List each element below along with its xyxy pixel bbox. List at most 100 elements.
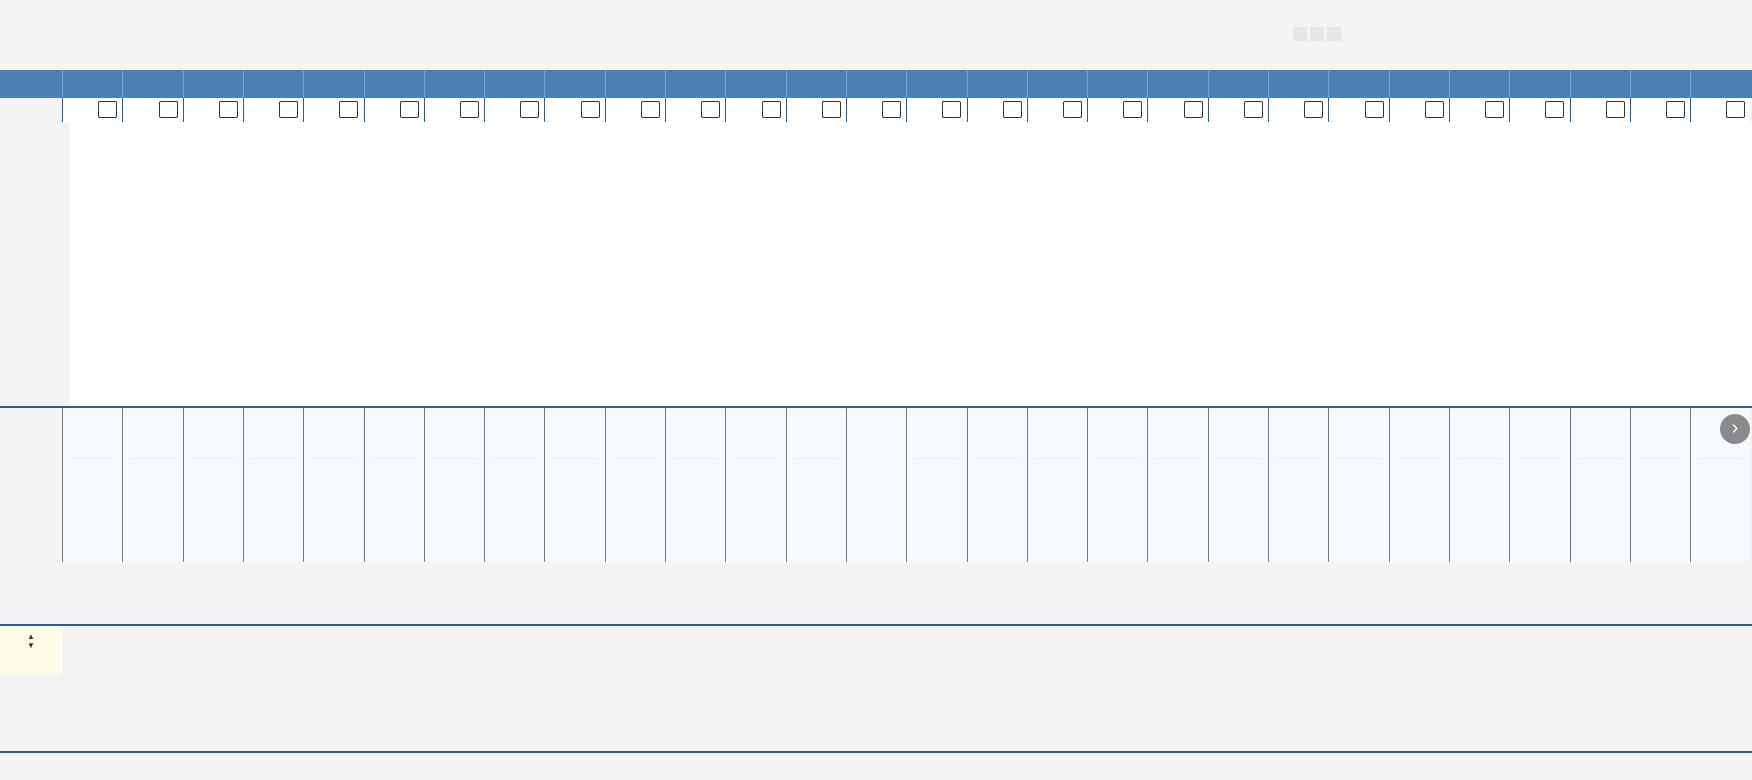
expand-day-button[interactable] (158, 101, 178, 118)
high-tide-entry (975, 458, 1019, 508)
date-header-cell (604, 70, 665, 98)
high-tide-cell (62, 408, 123, 562)
date-header-cell (544, 70, 604, 98)
weekday-cell (725, 98, 786, 122)
expand-day-button[interactable] (1243, 101, 1263, 118)
y-axis (0, 122, 72, 407)
date-header-cell (1388, 70, 1449, 98)
high-tide-cell (1328, 408, 1389, 562)
sunset-arrow-icon: ▼ (27, 641, 35, 650)
expand-day-button[interactable] (98, 101, 118, 118)
expand-day-button[interactable] (1364, 101, 1384, 118)
date-header-cell (906, 70, 966, 98)
high-tide-cell (1026, 408, 1088, 562)
expand-day-button[interactable] (1183, 101, 1203, 118)
date-header-cell (484, 70, 544, 98)
expand-day-button[interactable] (399, 101, 419, 118)
expand-day-button[interactable] (1545, 101, 1565, 118)
high-tide-entry (425, 408, 484, 458)
expand-day-button[interactable] (1123, 101, 1143, 118)
high-tide-cell (303, 408, 364, 562)
high-tide-cell (1388, 408, 1449, 562)
powered-by-link[interactable] (1290, 24, 1341, 42)
high-tide-cell (544, 408, 605, 562)
weekday-cell (1147, 98, 1208, 122)
weekday-cell (1026, 98, 1088, 122)
expand-day-button[interactable] (701, 101, 721, 118)
high-tide-entry (1035, 458, 1080, 508)
high-tide-entry (734, 458, 778, 508)
expand-day-button[interactable] (1666, 101, 1686, 118)
high-tide-entry (968, 408, 1027, 458)
weekday-cell (182, 98, 243, 122)
high-tide-cell (122, 408, 183, 562)
expand-day-button[interactable] (761, 101, 781, 118)
weekday-cell (1268, 98, 1329, 122)
weekday-cell (1448, 98, 1510, 122)
tide-logo-icon (1293, 26, 1307, 41)
tide-chart (70, 122, 1752, 407)
high-tide-entry (545, 408, 604, 458)
expand-day-button[interactable] (942, 101, 962, 118)
expand-day-button[interactable] (1002, 101, 1022, 118)
next-arrow-button[interactable]: › (1720, 414, 1750, 444)
high-tide-entry (613, 458, 657, 508)
expand-day-button[interactable] (279, 101, 299, 118)
weekday-cell (303, 98, 364, 122)
expand-day-button[interactable] (580, 101, 600, 118)
date-header-cell (725, 70, 785, 98)
expand-day-button[interactable] (1726, 101, 1746, 118)
sunrise-arrow-icon: ▲ (27, 632, 35, 641)
weekday-cell (484, 98, 545, 122)
high-tide-entry (787, 408, 846, 458)
weekday-cell (1328, 98, 1389, 122)
high-tide-entry (1088, 408, 1147, 458)
high-tide-entry (123, 408, 182, 458)
expand-day-button[interactable] (520, 101, 540, 118)
date-header-cell (1147, 70, 1207, 98)
weekday-cell (785, 98, 846, 122)
expand-day-button[interactable] (339, 101, 359, 118)
high-tide-entry (1209, 408, 1268, 458)
high-tide-entry (1518, 458, 1562, 508)
high-tide-entry (251, 458, 296, 508)
high-tide-cell (423, 408, 485, 562)
date-header-cell (1690, 70, 1750, 98)
high-tide-cell (665, 408, 726, 562)
high-tide-entry (372, 458, 416, 508)
high-tide-entry (1510, 408, 1569, 458)
tide-chart-svg (70, 122, 1752, 407)
date-header-cell (966, 70, 1027, 98)
expand-day-button[interactable] (640, 101, 660, 118)
high-tide-entry (191, 458, 235, 508)
expand-day-button[interactable] (882, 101, 902, 118)
high-tide-entry (847, 458, 906, 508)
expand-day-button[interactable] (821, 101, 841, 118)
weekday-cell (966, 98, 1027, 122)
high-tide-cell (363, 408, 424, 562)
expand-day-button[interactable] (1605, 101, 1625, 118)
expand-day-button[interactable] (218, 101, 238, 118)
divider (0, 751, 1752, 753)
high-tide-entry (244, 408, 303, 458)
expand-day-button[interactable] (1485, 101, 1505, 118)
high-tide-entry (1028, 408, 1087, 458)
high-tide-cell (845, 408, 907, 562)
weekday-cell (1087, 98, 1148, 122)
expand-day-button[interactable] (1424, 101, 1444, 118)
expand-day-button[interactable] (460, 101, 480, 118)
date-header-cell (1629, 70, 1690, 98)
expand-day-button[interactable] (1304, 101, 1324, 118)
high-tide-cell (1569, 408, 1630, 562)
high-tide-entry (553, 458, 597, 508)
high-tide-entry (1269, 408, 1328, 458)
high-tide-entry (1216, 458, 1260, 508)
high-tide-cell (1268, 408, 1329, 562)
high-tide-cell (966, 408, 1027, 562)
date-header-cell (363, 70, 424, 98)
high-tide-entry (485, 408, 544, 458)
high-tide-entry (666, 408, 725, 458)
date-header-cell (423, 70, 484, 98)
weekday-cell (62, 98, 123, 122)
expand-day-button[interactable] (1063, 101, 1083, 118)
